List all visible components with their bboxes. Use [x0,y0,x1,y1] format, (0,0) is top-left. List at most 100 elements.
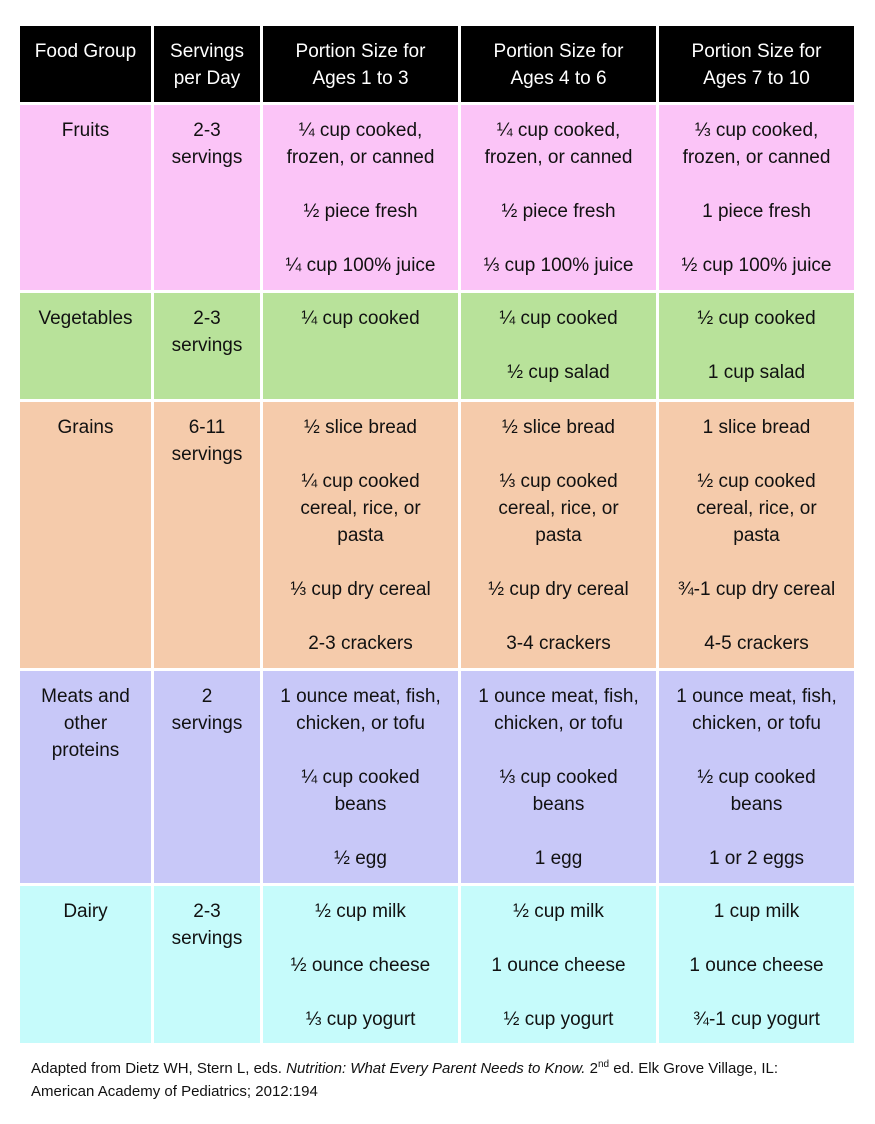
portion-line: 1 ounce meat, fish, [280,686,441,707]
spacer [659,979,854,1006]
portion-line: ½ cup cooked [697,308,816,329]
citation-prefix: Adapted from Dietz WH, Stern L, eds. [31,1060,287,1077]
portion-line: ½ cup milk [513,901,604,922]
portion-line: chicken, or tofu [494,713,623,734]
header-ages-4-6-line1: Portion Size for [493,41,624,62]
portion-line: ¾-1 cup yogurt [693,1009,820,1030]
portion-line: ⅓ cup yogurt [305,1009,416,1030]
citation-edition: 2 [585,1060,598,1077]
vegetables-ages-1-3-cell: ¼ cup cooked [263,293,458,399]
portion-line: ⅓ cup 100% juice [483,255,634,276]
portion-line: cereal, rice, or [498,498,619,519]
cell-line: Vegetables [38,308,133,329]
dairy-ages-4-6-cell: ½ cup milk 1 ounce cheese ½ cup yogurt [461,886,656,1043]
portion-line: ¼ cup cooked, [496,120,621,141]
meats-servings-cell: 2 servings [154,671,260,883]
header-ages-1-3-line2: Ages 1 to 3 [312,68,409,89]
citation-edition-suffix: nd [597,1059,610,1070]
spacer [659,549,854,576]
spacer [461,818,656,845]
fruits-ages-7-10-cell: ⅓ cup cooked, frozen, or canned 1 piece fr… [659,105,854,290]
header-ages-7-10-line1: Portion Size for [691,41,822,62]
portion-line: 3-4 crackers [506,633,611,654]
portion-line: ¼ cup 100% juice [285,255,436,276]
vegetables-ages-4-6-cell: ¼ cup cooked ½ cup salad [461,293,656,399]
cell-line: 2 [201,686,213,707]
header-ages-4-6-line2: Ages 4 to 6 [510,68,607,89]
cell-line: servings [171,444,243,465]
grains-ages-1-3-cell: ½ slice bread ¼ cup cooked cereal, rice, o… [263,402,458,668]
portion-line: ¾-1 cup dry cereal [677,579,836,600]
portion-line: ¼ cup cooked [301,308,420,329]
header-ages-4-6: Portion Size for Ages 4 to 6 [461,26,656,102]
portion-line: beans [730,794,783,815]
header-ages-1-3: Portion Size for Ages 1 to 3 [263,26,458,102]
cell-line: 2-3 [193,308,221,329]
spacer [659,818,854,845]
header-servings-line2: per Day [173,68,241,89]
spacer [461,332,656,359]
cell-line: servings [171,928,243,949]
spacer [263,979,458,1006]
spacer [461,225,656,252]
citation-publisher: ed. Elk Grove Village, IL: American Acad… [31,1060,779,1100]
cell-line: 6-11 [188,417,226,438]
meats-ages-7-10-cell: 1 ounce meat, fish, chicken, or tofu ½ cup… [659,671,854,883]
portion-line: ½ piece fresh [501,201,616,222]
portion-line: cereal, rice, or [300,498,421,519]
header-ages-7-10-line2: Ages 7 to 10 [703,68,810,89]
portion-line: frozen, or canned [484,147,633,168]
dairy-servings-cell: 2-3 servings [154,886,260,1043]
cell-line: other [63,713,108,734]
portion-line: beans [532,794,585,815]
cell-line: Grains [57,417,114,438]
spacer [659,332,854,359]
portion-line: 4-5 crackers [704,633,809,654]
portion-line: pasta [733,525,780,546]
meats-food-group-cell: Meats and other proteins [20,671,151,883]
portion-line: 1 cup milk [713,901,800,922]
header-servings-line1: Servings [170,41,244,62]
cell-line: servings [171,147,243,168]
spacer [263,603,458,630]
portion-line: ½ egg [334,848,387,869]
grains-ages-7-10-cell: 1 slice bread ½ cup cooked cereal, rice, o… [659,402,854,668]
portion-line: chicken, or tofu [296,713,425,734]
spacer [461,979,656,1006]
portion-line: ⅓ cup cooked [499,767,618,788]
citation-title: Nutrition: What Every Parent Needs to Kn… [286,1060,586,1077]
fruits-servings-cell: 2-3 servings [154,105,260,290]
cell-line: Fruits [61,120,110,141]
vegetables-ages-7-10-cell: ½ cup cooked 1 cup salad [659,293,854,399]
portion-line: ¼ cup cooked [301,767,420,788]
portion-line: ⅓ cup cooked [499,471,618,492]
portion-line: 1 ounce cheese [689,955,824,976]
portion-line: ½ cup milk [315,901,406,922]
spacer [263,818,458,845]
spacer [659,225,854,252]
dairy-ages-1-3-cell: ½ cup milk ½ ounce cheese ⅓ cup yogurt [263,886,458,1043]
spacer [263,549,458,576]
portion-line: ½ cup 100% juice [681,255,832,276]
fruits-food-group-cell: Fruits [20,105,151,290]
cell-line: 2-3 [193,901,221,922]
portion-line: ¼ cup cooked, [298,120,423,141]
portion-line: 1 piece fresh [702,201,811,222]
portion-line: 1 ounce cheese [491,955,626,976]
portion-line: ¼ cup cooked [499,308,618,329]
grains-ages-4-6-cell: ½ slice bread ⅓ cup cooked cereal, rice, o… [461,402,656,668]
spacer [659,603,854,630]
spacer [263,225,458,252]
header-food-group: Food Group [20,26,151,102]
portion-line: 1 ounce meat, fish, [676,686,837,707]
portion-line: frozen, or canned [286,147,435,168]
spacer [461,603,656,630]
fruits-ages-1-3-cell: ¼ cup cooked, frozen, or canned ½ piece fr… [263,105,458,290]
portion-line: 1 cup salad [707,362,806,383]
vegetables-food-group-cell: Vegetables [20,293,151,399]
spacer [263,737,458,764]
grains-food-group-cell: Grains [20,402,151,668]
spacer [461,441,656,468]
cell-line: Dairy [63,901,108,922]
portion-line: ½ cup yogurt [503,1009,614,1030]
